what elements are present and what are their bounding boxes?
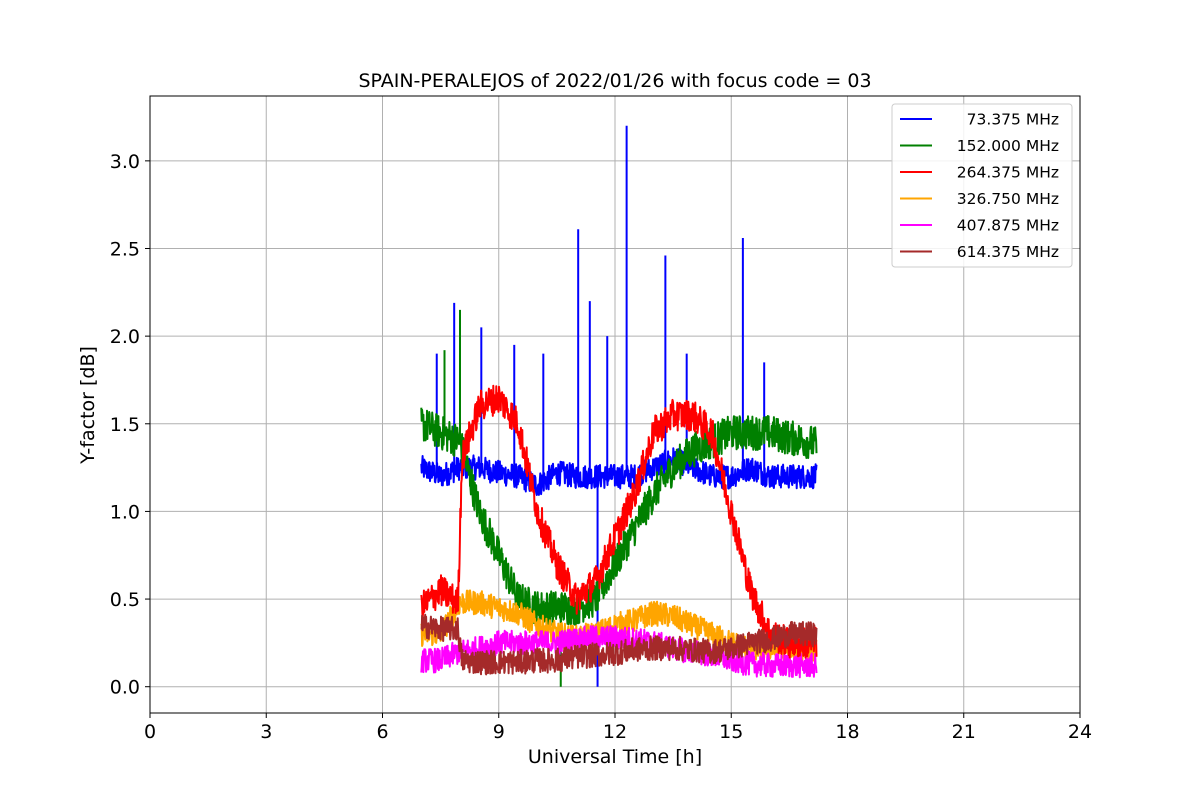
y-tick-label: 2.5 (110, 238, 140, 260)
x-tick-label: 0 (144, 721, 156, 743)
chart-title: SPAIN-PERALEJOS of 2022/01/26 with focus… (358, 70, 871, 92)
series-line (420, 613, 818, 676)
series-264-375-MHz (420, 384, 818, 659)
legend-label: 614.375 MHz (957, 243, 1059, 261)
y-tick-label: 1.0 (110, 501, 140, 523)
series-line (420, 384, 818, 659)
x-tick-label: 9 (493, 721, 505, 743)
legend-label: 152.000 MHz (957, 137, 1059, 155)
y-tick-label: 3.0 (110, 151, 140, 173)
y-tick-label: 0.5 (110, 589, 140, 611)
grid (149, 96, 1081, 713)
series-line (420, 625, 818, 679)
x-tick-label: 24 (1068, 721, 1092, 743)
y-tick-label: 2.0 (110, 326, 140, 348)
series-407-875-MHz (420, 625, 818, 679)
y-axis: 0.0 0.5 1.0 1.5 2.0 2.5 3.0 (110, 151, 150, 699)
x-tick-label: 15 (719, 721, 743, 743)
y-axis-label: Y-factor [dB] (77, 346, 99, 465)
legend-label: 407.875 MHz (957, 217, 1059, 235)
x-tick-label: 21 (952, 721, 976, 743)
legend-label: 73.375 MHz (967, 111, 1059, 129)
legend-label: 326.750 MHz (957, 190, 1059, 208)
y-tick-label: 1.5 (110, 414, 140, 436)
x-axis: 0 3 6 9 12 15 18 21 24 (144, 713, 1092, 743)
series-614-375-MHz (420, 613, 818, 676)
x-tick-label: 6 (376, 721, 388, 743)
plot-area (420, 125, 818, 687)
x-tick-label: 12 (603, 721, 627, 743)
legend: 73.375 MHz 152.000 MHz 264.375 MHz 326.750 … (891, 103, 1073, 268)
x-tick-label: 18 (835, 721, 859, 743)
legend-label: 264.375 MHz (957, 164, 1059, 182)
legend-box (891, 103, 1073, 268)
x-axis-label: Universal Time [h] (528, 746, 702, 768)
series-line (420, 447, 818, 496)
y-tick-label: 0.0 (110, 677, 140, 699)
x-tick-label: 3 (260, 721, 272, 743)
